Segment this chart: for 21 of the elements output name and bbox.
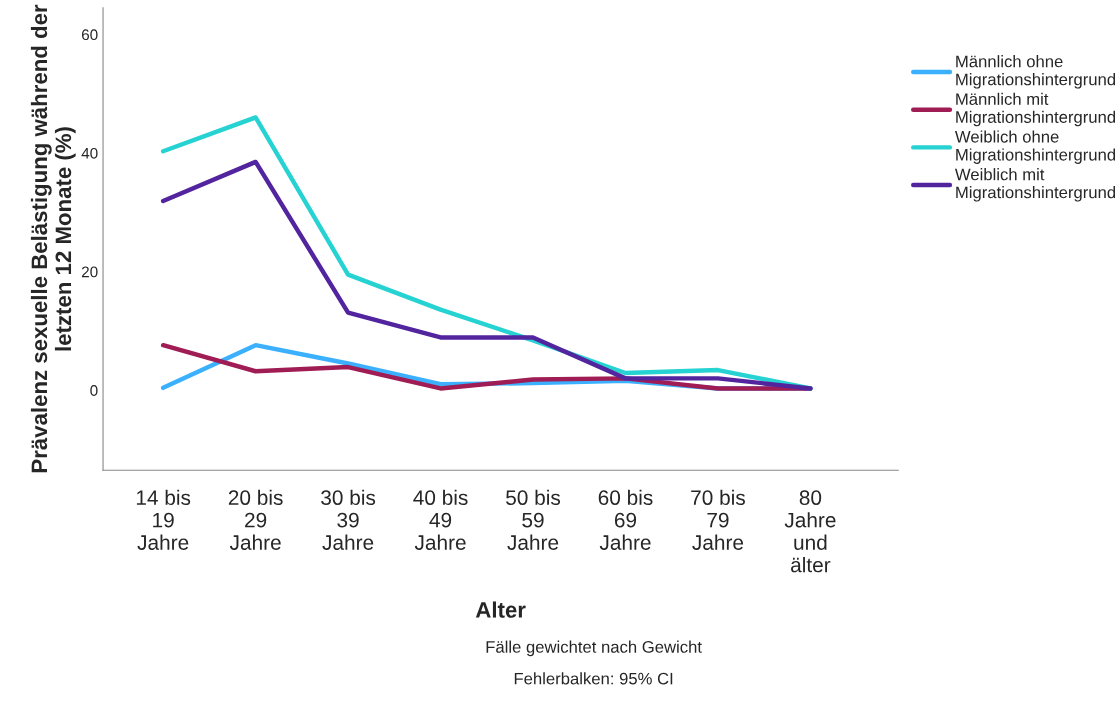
- legend-label: Weiblich mit Migrationshintergrund: [954, 168, 1116, 202]
- line-series: [160, 159, 813, 391]
- legend-label: Männlich ohne Migrationshintergrund: [956, 55, 1116, 89]
- x-tick-label: 80 Jahre und älter: [784, 490, 836, 573]
- legend-label: Weiblich ohne Migrationshintergrund: [954, 130, 1116, 164]
- y-tick-label: 20: [81, 266, 98, 278]
- y-tick-label: 60: [81, 29, 98, 41]
- x-tick-label: 20 bis 29 Jahre: [228, 489, 283, 550]
- x-axis-title: Alter: [475, 601, 526, 618]
- x-tick-label: 70 bis 79 Jahre: [691, 489, 745, 550]
- x-tick-label: 14 bis 19 Jahre: [136, 489, 191, 550]
- text: Fehlerbalken: 95% CI: [514, 672, 673, 685]
- x-tick-label: 50 bis 59 Jahre: [506, 489, 561, 550]
- text: Fälle gewichtet nach Gewicht: [486, 640, 702, 657]
- x-tick-label: 40 bis 49 Jahre: [413, 489, 468, 550]
- y-axis-title: Prävalenz sexuelle Belästigung während der letzten 12 Monate (%): [30, 4, 76, 473]
- y-tick-label: 40: [81, 147, 98, 159]
- legend-label: Männlich mit Migrationshintergrund: [956, 92, 1116, 127]
- x-tick-label: 30 bis 39 Jahre: [321, 489, 376, 550]
- x-tick-label: 60 bis 69 Jahre: [598, 489, 653, 550]
- y-tick-label: 0: [90, 385, 98, 396]
